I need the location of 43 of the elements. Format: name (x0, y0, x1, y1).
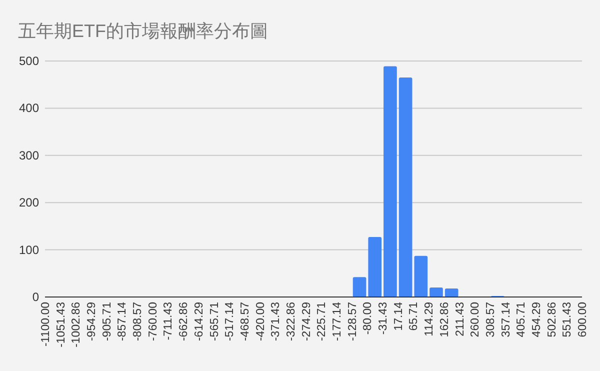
x-tick-label: -225.71 (316, 302, 328, 342)
x-tick-label: -274.29 (300, 302, 313, 342)
x-tick-label: 162.86 (438, 302, 451, 338)
x-tick-label: 454.29 (530, 302, 543, 338)
x-tick-label: 405.71 (516, 302, 528, 338)
x-tick-label: -1002.86 (70, 302, 83, 348)
x-tick-label: 65.71 (408, 302, 420, 331)
x-tick-label: -565.71 (208, 302, 221, 342)
x-tick-label: -808.57 (132, 302, 144, 342)
x-tick-label: -614.29 (193, 302, 206, 342)
x-tick-label: 357.14 (500, 301, 512, 338)
x-tick-label: -760.00 (147, 302, 160, 342)
y-tick-label: 100 (18, 242, 40, 257)
y-tick-label: 500 (18, 54, 40, 68)
x-tick-label: -711.43 (162, 302, 175, 340)
x-tick-label: -954.29 (86, 302, 98, 342)
x-tick-label: -905.71 (101, 302, 114, 342)
x-tick-label: 260.00 (470, 302, 482, 338)
x-tick-label: -371.43 (270, 302, 282, 342)
x-tick-label: -1051.43 (55, 302, 68, 348)
x-tick-label: -662.86 (178, 302, 190, 342)
y-tick-label: 0 (32, 290, 40, 304)
x-tick-label: -31.43 (378, 302, 390, 335)
x-tick-label: -420.00 (254, 302, 267, 342)
y-tick-label: 400 (18, 101, 40, 116)
x-tick-label: 211.43 (454, 302, 466, 336)
x-tick-label: 308.57 (484, 302, 497, 338)
x-tick-label: -322.86 (285, 302, 298, 342)
x-tick-label: 551.43 (562, 302, 574, 338)
x-tick-label: -1100.00 (40, 302, 52, 347)
y-tick-label: 200 (18, 196, 40, 210)
x-tick-label: -80.00 (362, 302, 374, 335)
x-tick-label: -128.57 (346, 302, 359, 342)
x-tick-label: 114.29 (424, 302, 436, 336)
x-tick-label: -177.14 (332, 301, 344, 342)
y-tick-label: 300 (18, 148, 40, 162)
chart-title: 五年期ETF的市場報酬率分布圖 (18, 21, 268, 41)
x-tick-label: -468.57 (239, 302, 252, 342)
x-tick-label: -517.14 (224, 301, 236, 342)
x-tick-label: 502.86 (546, 302, 558, 338)
x-tick-label: 600.00 (577, 302, 589, 338)
x-tick-label: -857.14 (116, 301, 129, 342)
x-tick-label: 17.14 (392, 301, 405, 331)
